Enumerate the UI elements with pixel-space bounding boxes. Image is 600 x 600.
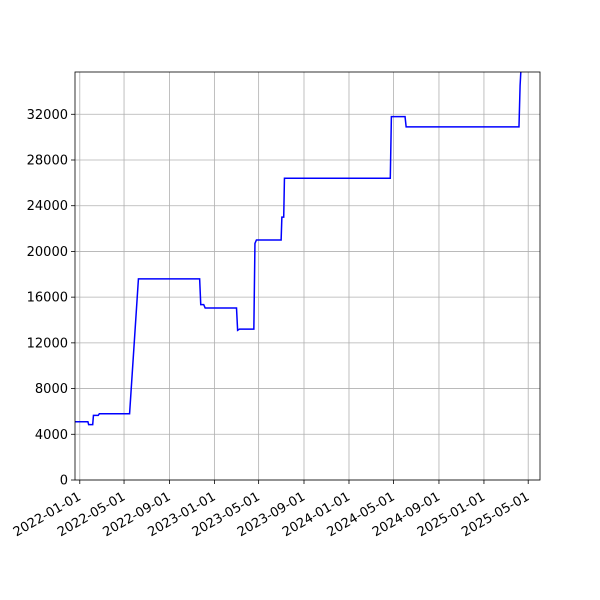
y-tick-label: 0 bbox=[60, 474, 68, 489]
series-layer bbox=[75, 72, 522, 426]
y-tick-label: 24000 bbox=[27, 199, 68, 214]
series-line bbox=[75, 72, 522, 426]
y-axis: 0 4000 8000 12000 16000 20000 24000 28000 32000 bbox=[27, 108, 75, 489]
y-tick-label: 20000 bbox=[27, 245, 68, 260]
y-tick-label: 12000 bbox=[27, 336, 68, 351]
y-tick-label: 16000 bbox=[27, 291, 68, 306]
y-tick-label: 28000 bbox=[27, 154, 68, 169]
y-tick-label: 32000 bbox=[27, 108, 68, 123]
plot-frame bbox=[74, 71, 541, 481]
y-tick-label: 8000 bbox=[35, 382, 68, 397]
grid bbox=[75, 72, 540, 481]
y-tick-label: 4000 bbox=[35, 428, 68, 443]
